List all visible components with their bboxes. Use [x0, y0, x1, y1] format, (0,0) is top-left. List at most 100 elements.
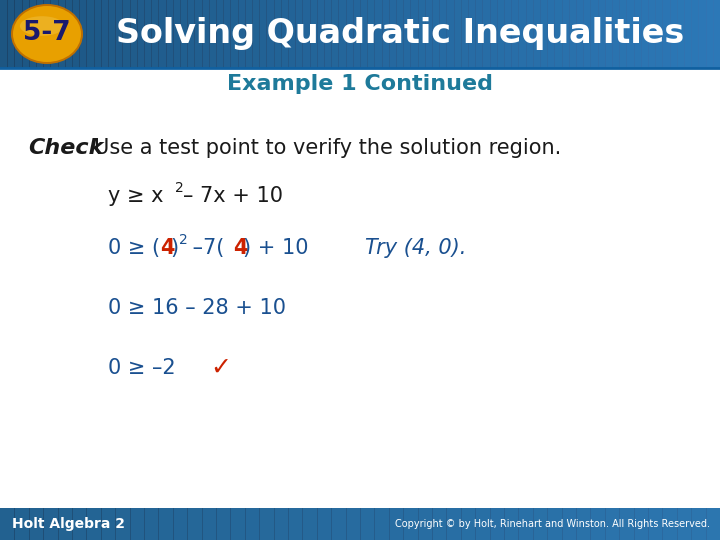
- FancyBboxPatch shape: [216, 508, 231, 540]
- Text: 0 ≥ (: 0 ≥ (: [108, 238, 160, 258]
- FancyBboxPatch shape: [353, 0, 361, 68]
- Text: 2: 2: [175, 181, 184, 195]
- FancyBboxPatch shape: [166, 0, 174, 68]
- FancyBboxPatch shape: [432, 508, 447, 540]
- FancyBboxPatch shape: [648, 0, 656, 68]
- FancyBboxPatch shape: [446, 0, 454, 68]
- FancyBboxPatch shape: [216, 0, 224, 68]
- FancyBboxPatch shape: [14, 508, 30, 540]
- FancyBboxPatch shape: [302, 508, 318, 540]
- FancyBboxPatch shape: [504, 0, 512, 68]
- FancyBboxPatch shape: [115, 0, 123, 68]
- FancyBboxPatch shape: [331, 0, 339, 68]
- FancyBboxPatch shape: [605, 508, 620, 540]
- FancyBboxPatch shape: [29, 508, 44, 540]
- FancyBboxPatch shape: [346, 0, 354, 68]
- FancyBboxPatch shape: [504, 508, 519, 540]
- FancyBboxPatch shape: [641, 0, 649, 68]
- FancyBboxPatch shape: [612, 0, 620, 68]
- FancyBboxPatch shape: [468, 0, 476, 68]
- FancyBboxPatch shape: [598, 0, 606, 68]
- FancyBboxPatch shape: [497, 0, 505, 68]
- FancyBboxPatch shape: [43, 0, 51, 68]
- FancyBboxPatch shape: [223, 0, 231, 68]
- Ellipse shape: [11, 4, 83, 64]
- FancyBboxPatch shape: [475, 0, 483, 68]
- FancyBboxPatch shape: [562, 0, 570, 68]
- FancyBboxPatch shape: [310, 0, 318, 68]
- FancyBboxPatch shape: [158, 0, 166, 68]
- FancyBboxPatch shape: [187, 0, 195, 68]
- FancyBboxPatch shape: [274, 0, 282, 68]
- FancyBboxPatch shape: [432, 0, 440, 68]
- FancyBboxPatch shape: [446, 508, 462, 540]
- FancyBboxPatch shape: [619, 508, 634, 540]
- FancyBboxPatch shape: [194, 0, 202, 68]
- FancyBboxPatch shape: [50, 0, 58, 68]
- Text: 0 ≥ –2: 0 ≥ –2: [108, 358, 176, 378]
- FancyBboxPatch shape: [22, 0, 30, 68]
- FancyBboxPatch shape: [389, 508, 404, 540]
- FancyBboxPatch shape: [418, 508, 433, 540]
- FancyBboxPatch shape: [324, 0, 332, 68]
- Text: Example 1 Continued: Example 1 Continued: [227, 74, 493, 94]
- FancyBboxPatch shape: [94, 0, 102, 68]
- FancyBboxPatch shape: [274, 508, 289, 540]
- Text: 2: 2: [179, 233, 188, 247]
- FancyBboxPatch shape: [0, 508, 720, 540]
- Text: Use a test point to verify the solution region.: Use a test point to verify the solution …: [94, 138, 562, 158]
- Text: Solving Quadratic Inequalities: Solving Quadratic Inequalities: [116, 17, 684, 51]
- FancyBboxPatch shape: [634, 0, 642, 68]
- FancyBboxPatch shape: [533, 0, 541, 68]
- FancyBboxPatch shape: [101, 508, 116, 540]
- FancyBboxPatch shape: [295, 0, 303, 68]
- FancyBboxPatch shape: [590, 0, 598, 68]
- FancyBboxPatch shape: [187, 508, 202, 540]
- FancyBboxPatch shape: [58, 0, 66, 68]
- Text: ): ): [170, 238, 178, 258]
- FancyBboxPatch shape: [554, 0, 562, 68]
- FancyBboxPatch shape: [0, 0, 720, 68]
- Text: ) + 10: ) + 10: [243, 238, 308, 258]
- FancyBboxPatch shape: [202, 508, 217, 540]
- FancyBboxPatch shape: [403, 0, 411, 68]
- FancyBboxPatch shape: [360, 508, 375, 540]
- FancyBboxPatch shape: [626, 0, 634, 68]
- Text: y ≥ x: y ≥ x: [108, 186, 163, 206]
- Text: –7(: –7(: [186, 238, 225, 258]
- FancyBboxPatch shape: [122, 0, 130, 68]
- FancyBboxPatch shape: [86, 508, 102, 540]
- FancyBboxPatch shape: [288, 508, 303, 540]
- Text: Try (4, 0).: Try (4, 0).: [365, 238, 467, 258]
- FancyBboxPatch shape: [245, 508, 260, 540]
- FancyBboxPatch shape: [202, 0, 210, 68]
- FancyBboxPatch shape: [101, 0, 109, 68]
- Text: 5-7: 5-7: [23, 20, 71, 46]
- FancyBboxPatch shape: [677, 0, 685, 68]
- FancyBboxPatch shape: [482, 0, 490, 68]
- FancyBboxPatch shape: [475, 508, 490, 540]
- FancyBboxPatch shape: [590, 508, 606, 540]
- FancyBboxPatch shape: [403, 508, 418, 540]
- FancyBboxPatch shape: [72, 0, 80, 68]
- FancyBboxPatch shape: [576, 508, 591, 540]
- FancyBboxPatch shape: [360, 0, 368, 68]
- FancyBboxPatch shape: [677, 508, 692, 540]
- FancyBboxPatch shape: [43, 508, 58, 540]
- FancyBboxPatch shape: [130, 508, 145, 540]
- FancyBboxPatch shape: [706, 0, 714, 68]
- FancyBboxPatch shape: [86, 0, 94, 68]
- Text: Copyright © by Holt, Rinehart and Winston. All Rights Reserved.: Copyright © by Holt, Rinehart and Winsto…: [395, 519, 710, 529]
- FancyBboxPatch shape: [108, 0, 116, 68]
- FancyBboxPatch shape: [173, 0, 181, 68]
- FancyBboxPatch shape: [410, 0, 418, 68]
- FancyBboxPatch shape: [547, 0, 555, 68]
- FancyBboxPatch shape: [461, 0, 469, 68]
- FancyBboxPatch shape: [115, 508, 130, 540]
- FancyBboxPatch shape: [518, 0, 526, 68]
- Text: 4: 4: [233, 238, 248, 258]
- FancyBboxPatch shape: [29, 0, 37, 68]
- Ellipse shape: [13, 6, 81, 62]
- FancyBboxPatch shape: [691, 508, 706, 540]
- FancyBboxPatch shape: [14, 0, 22, 68]
